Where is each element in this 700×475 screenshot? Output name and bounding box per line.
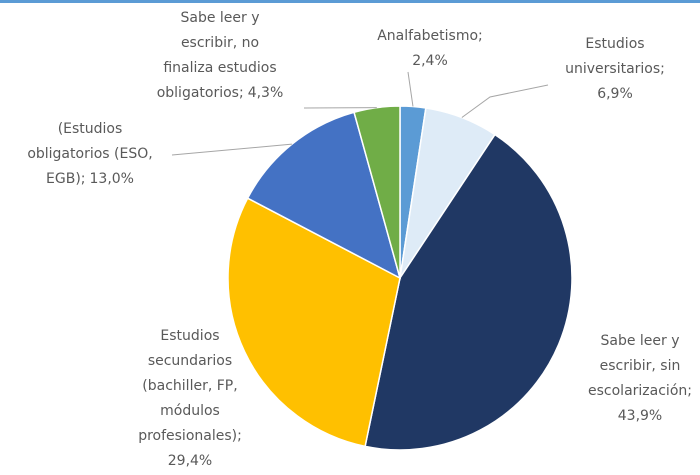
slice-label: Estudios secundarios (bachiller, FP, módulo… xyxy=(138,328,242,444)
slice-label-line: escolarización; xyxy=(588,383,692,399)
top-border xyxy=(0,0,700,3)
leader-line xyxy=(407,71,414,107)
slice-label-line: Sabe leer y xyxy=(600,333,679,349)
slice-label-line: universitarios; xyxy=(565,61,665,77)
slice-label-line: finaliza estudios xyxy=(163,60,276,76)
slice-label: Sabe leer y escribir, sin escolarización; xyxy=(588,333,692,399)
slice-label: (Estudios obligatorios (ESO, EGB); xyxy=(27,121,152,187)
slice-label-line: secundarios xyxy=(148,353,232,369)
slice-value-label: 6,9% xyxy=(597,86,633,102)
slice-label-line: Analfabetismo; xyxy=(377,28,483,44)
slice-value-label: 29,4% xyxy=(168,453,212,469)
slice-label-line: profesionales); xyxy=(138,428,242,444)
pie-slice xyxy=(364,133,573,451)
slice-label-line: módulos xyxy=(160,403,220,419)
pie-slice xyxy=(246,111,402,280)
slice-label-line: escribir, sin xyxy=(600,358,681,374)
slice-label: Analfabetismo; xyxy=(377,28,483,44)
pie-slice xyxy=(353,105,401,279)
slice-label-line: Sabe leer y xyxy=(180,10,259,26)
slice-label-line: (bachiller, FP, xyxy=(142,378,237,394)
slice-value-label: 2,4% xyxy=(412,53,448,69)
slice-label-line: Estudios xyxy=(585,36,644,52)
slice-label-line: EGB); xyxy=(46,171,85,187)
slice-value-label: 4,3% xyxy=(248,85,284,101)
slice-label-line: obligatorios (ESO, xyxy=(27,146,152,162)
slice-label: Sabe leer y escribir, no finaliza estudios… xyxy=(157,10,277,101)
slice-value-label: 13,0% xyxy=(90,171,134,187)
slice-value-label: 43,9% xyxy=(618,408,662,424)
pie-slice xyxy=(227,197,401,448)
leader-line xyxy=(171,143,292,156)
slice-label-line: (Estudios xyxy=(58,121,123,137)
slice-label: Estudios universitarios; xyxy=(565,36,665,77)
slice-label-line: Estudios xyxy=(160,328,219,344)
leader-line xyxy=(461,84,549,118)
slice-label-line: obligatorios; xyxy=(157,85,244,101)
slice-label-line: escribir, no xyxy=(181,35,259,51)
